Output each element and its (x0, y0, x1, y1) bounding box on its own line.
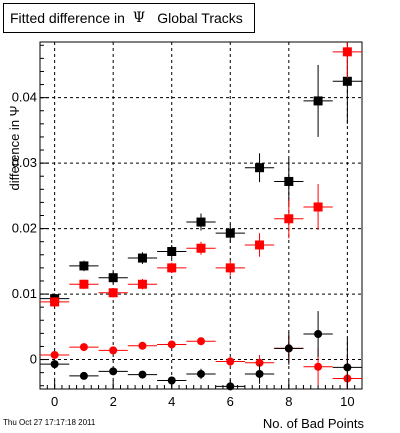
data-point-square (284, 176, 294, 186)
title-prefix: Fitted difference in (10, 10, 125, 26)
data-point-circle (138, 341, 147, 350)
data-point-square (342, 47, 352, 57)
x-axis-label: No. of Bad Points (263, 416, 365, 431)
data-point-square (255, 163, 265, 173)
data-point-square (284, 214, 294, 224)
x-tick-label: 2 (110, 394, 117, 409)
data-point-square (313, 202, 323, 212)
title-suffix: Global Tracks (157, 10, 243, 26)
x-tick-label: 6 (227, 394, 234, 409)
data-point-circle (79, 343, 88, 352)
psi-symbol: Ψ (132, 10, 146, 26)
data-point-square (79, 279, 89, 289)
y-tick-label: 0 (30, 352, 37, 367)
data-point-circle (314, 330, 323, 339)
data-point-square (167, 263, 177, 273)
grid-lines (40, 42, 362, 389)
data-point-square (225, 228, 235, 238)
data-point-square (196, 243, 206, 253)
y-tick-label: 0.04 (12, 90, 37, 105)
data-point-square (313, 96, 323, 106)
timestamp: Thu Oct 27 17:17:18 2011 (3, 418, 96, 427)
y-tick-label: 0.01 (12, 286, 37, 301)
data-point-square (108, 273, 118, 283)
y-tick-label: 0.02 (12, 221, 37, 236)
y-tick-label: 0.03 (12, 155, 37, 170)
data-point-circle (197, 337, 205, 346)
data-point-circle (343, 363, 352, 372)
data-point-circle (284, 344, 293, 353)
x-tick-label: 10 (340, 394, 354, 409)
data-point-circle (50, 350, 59, 359)
data-point-circle (138, 370, 147, 379)
data-point-circle (50, 360, 59, 369)
data-point-square (79, 261, 89, 271)
data-point-circle (167, 376, 176, 385)
data-point-square (137, 253, 147, 263)
data-point-square (196, 217, 206, 227)
data-point-square (167, 247, 177, 257)
series-2 (40, 335, 362, 389)
series-1 (40, 42, 362, 307)
data-point-circle (226, 357, 235, 366)
data-point-circle (109, 346, 118, 355)
data-point-circle (255, 358, 264, 367)
data-point-square (108, 288, 118, 298)
data-point-circle (255, 369, 264, 378)
data-point-square (225, 263, 235, 273)
x-tick-label: 0 (51, 394, 58, 409)
data-point-circle (197, 369, 205, 378)
series-3 (40, 311, 362, 391)
y-axis-label: difference in Ψ (7, 105, 22, 190)
data-point-square (342, 76, 352, 86)
data-point-square (255, 240, 265, 250)
data-point-circle (79, 371, 88, 380)
x-tick-label: 8 (285, 394, 292, 409)
data-point-circle (314, 362, 323, 371)
data-point-circle (226, 382, 235, 391)
data-point-circle (167, 340, 176, 349)
axes: 0 2 4 6 8 10 0 0.01 0.02 0.03 0.04 (12, 44, 363, 409)
x-tick-label: 4 (168, 394, 175, 409)
data-point-square (137, 279, 147, 289)
chart-title: Fitted difference in Ψ Global Tracks (3, 3, 255, 33)
series-0 (40, 42, 362, 304)
data-point-circle (109, 367, 118, 376)
data-point-square (50, 297, 60, 307)
data-marks (40, 42, 362, 391)
